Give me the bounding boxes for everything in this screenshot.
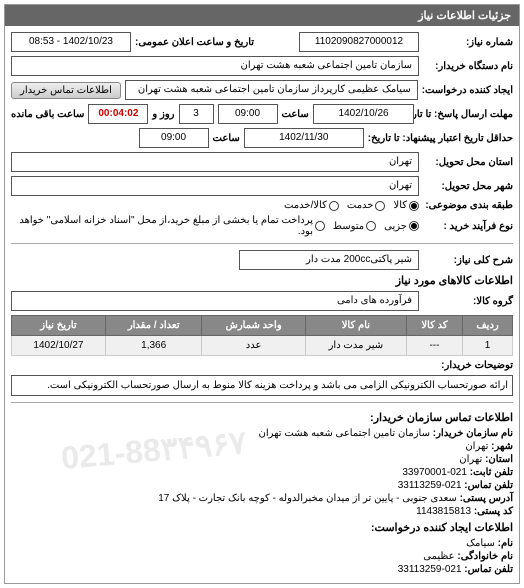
contact-province: استان: تهران: [11, 454, 513, 465]
items-section-title: اطلاعات کالاهای مورد نیاز: [11, 274, 513, 287]
deadline-date-field: 1402/10/26: [313, 104, 415, 124]
group-label: گروه کالا:: [423, 296, 513, 307]
cell-name: شیر مدت دار: [305, 336, 406, 356]
contact-city: شهر: تهران: [11, 441, 513, 452]
validity-date-field: 1402/11/30: [244, 128, 364, 148]
col-row: ردیف: [463, 316, 513, 336]
timer-field: 00:04:02: [88, 104, 148, 124]
radio-dot-icon: [329, 201, 339, 211]
category-label: طبقه بندی موضوعی:: [423, 200, 513, 211]
city-label: شهر محل تحویل:: [423, 181, 513, 192]
contact-address: آدرس پستی: سعدی جنوبی - پایین تر از میدا…: [11, 493, 513, 504]
province-label: استان محل تحویل:: [423, 157, 513, 168]
radio-both[interactable]: کالا/خدمت: [284, 200, 339, 211]
details-panel: جزئیات اطلاعات نیاز شماره نیاز: 11020908…: [4, 4, 520, 584]
desc-label: شرح کلی نیاز:: [423, 255, 513, 266]
panel-body: شماره نیاز: 1102090827000012 تاریخ و ساع…: [5, 26, 519, 583]
col-qty: تعداد / مقدار: [105, 316, 202, 336]
category-radio-group: کالا خدمت کالا/خدمت: [284, 200, 419, 211]
radio-dot-icon: [315, 221, 325, 231]
contact-button[interactable]: اطلاعات تماس خریدار: [11, 82, 121, 99]
cell-unit: عدد: [202, 336, 305, 356]
remaining-days-field: 3: [179, 104, 214, 124]
col-name: نام کالا: [305, 316, 406, 336]
radio-dot-icon: [409, 201, 419, 211]
contact-fax: تلفن تماس: 021-33113259: [11, 480, 513, 491]
col-date: تاریخ نیاز: [12, 316, 106, 336]
deadline-time-field: 09:00: [218, 104, 278, 124]
panel-title: جزئیات اطلاعات نیاز: [5, 5, 519, 26]
radio-dot-icon: [375, 201, 385, 211]
radio-dot-icon: [409, 221, 419, 231]
time-label-2: ساعت: [213, 133, 240, 144]
radio-kala[interactable]: کالا: [393, 200, 419, 211]
radio-small[interactable]: جزیی: [384, 221, 419, 232]
purchase-type-label: نوع فرآیند خرید :: [423, 221, 513, 232]
validity-time-field: 09:00: [139, 128, 209, 148]
contact-phone: تلفن ثابت: 021-33970001: [11, 467, 513, 478]
day-label: روز و: [152, 109, 174, 120]
validity-label: حداقل تاریخ اعتبار پیشنهاد: تا تاریخ:: [368, 133, 513, 144]
contact-org: نام سازمان خریدار: سازمان تامین اجتماعی …: [11, 428, 513, 439]
cell-code: ---: [406, 336, 462, 356]
radio-note[interactable]: پرداخت تمام یا بخشی از مبلغ خرید،از محل …: [11, 215, 325, 237]
separator: [11, 243, 513, 244]
note-label: توضیحات خریدار:: [423, 360, 513, 371]
time-label-1: ساعت: [282, 109, 309, 120]
buyer-label: نام دستگاه خریدار:: [423, 61, 513, 72]
table-header-row: ردیف کد کالا نام کالا واحد شمارش تعداد /…: [12, 316, 513, 336]
announce-field: 1402/10/23 - 08:53: [11, 32, 131, 52]
contact-section: 021-88۳۴۹۶۷ اطلاعات تماس سازمان خریدار: …: [11, 411, 513, 575]
buyer-note: ارائه صورتحساب الکترونیکی الزامی می باشد…: [11, 375, 513, 396]
separator-2: [11, 402, 513, 403]
cell-row: 1: [463, 336, 513, 356]
radio-medium[interactable]: متوسط: [333, 221, 376, 232]
deadline-label: مهلت ارسال پاسخ: تا تاریخ:: [418, 109, 513, 120]
requester-label: ایجاد کننده درخواست:: [422, 85, 513, 96]
req-section-title: اطلاعات ایجاد کننده درخواست:: [11, 521, 513, 534]
buyer-field: سازمان تامین اجتماعی شعبه هشت تهران: [11, 56, 419, 76]
req-name: نام: سیامک: [11, 538, 513, 549]
city-field: تهران: [11, 176, 419, 196]
col-unit: واحد شمارش: [202, 316, 305, 336]
radio-dot-icon: [366, 221, 376, 231]
cell-qty: 1,366: [105, 336, 202, 356]
need-number-label: شماره نیاز:: [423, 37, 513, 48]
contact-title: اطلاعات تماس سازمان خریدار:: [11, 411, 513, 424]
purchase-radio-group: جزیی متوسط پرداخت تمام یا بخشی از مبلغ خ…: [11, 215, 419, 237]
contact-postal: کد پستی: 1143815813: [11, 506, 513, 517]
remain-label: ساعت باقی مانده: [11, 109, 84, 120]
items-table: ردیف کد کالا نام کالا واحد شمارش تعداد /…: [11, 315, 513, 356]
announce-label: تاریخ و ساعت اعلان عمومی:: [135, 37, 254, 48]
cell-date: 1402/10/27: [12, 336, 106, 356]
province-field: تهران: [11, 152, 419, 172]
req-phone: تلفن تماس: 021-33113259: [11, 564, 513, 575]
group-field: فرآورده های دامی: [11, 291, 419, 311]
need-number-field: 1102090827000012: [299, 32, 419, 52]
req-lname: نام خانوادگی: عظیمی: [11, 551, 513, 562]
table-row: 1 --- شیر مدت دار عدد 1,366 1402/10/27: [12, 336, 513, 356]
col-code: کد کالا: [406, 316, 462, 336]
requester-field: سیامک عظیمی کارپرداز سازمان تامین اجتماع…: [125, 80, 418, 100]
desc-field: شیر پاکتی200cc مدت دار: [239, 250, 419, 270]
radio-service[interactable]: خدمت: [347, 200, 386, 211]
